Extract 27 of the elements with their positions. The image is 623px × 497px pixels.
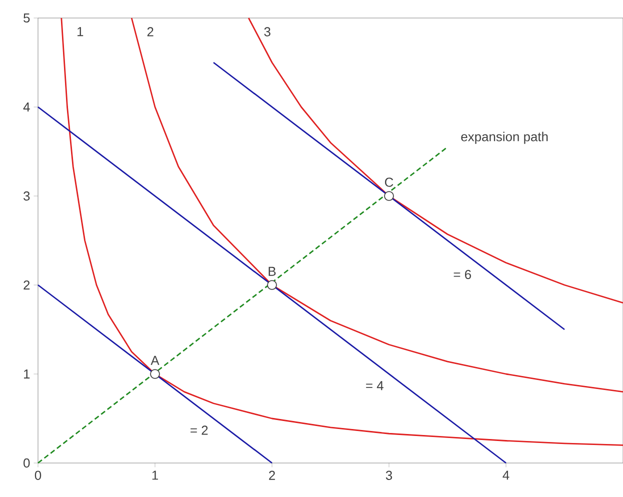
series-label: 1 bbox=[78, 27, 84, 36]
series-label: C bbox=[384, 178, 394, 187]
series-label: = 2 bbox=[190, 426, 208, 435]
y-tick-label: 0 bbox=[24, 458, 30, 468]
y-tick-label: 2 bbox=[24, 280, 30, 290]
series-label: 2 bbox=[147, 27, 154, 36]
x-tick-label: 3 bbox=[386, 470, 392, 480]
point bbox=[267, 280, 277, 290]
x-tick-label: 0 bbox=[34, 470, 42, 480]
x-tick-label: 4 bbox=[502, 470, 510, 480]
y-tick-label: 5 bbox=[24, 13, 30, 23]
series-label: A bbox=[150, 356, 160, 365]
series-label: B bbox=[268, 266, 276, 276]
y-tick-label: 4 bbox=[23, 102, 30, 112]
x-tick-label: 1 bbox=[152, 470, 158, 480]
y-tick-label: 3 bbox=[24, 191, 30, 201]
line-series bbox=[60, 17, 623, 446]
series-label: = 6 bbox=[454, 270, 471, 280]
line-series bbox=[248, 17, 623, 304]
y-tick-label: 1 bbox=[24, 370, 30, 378]
series-label: expansion path bbox=[461, 132, 548, 144]
series-label: 3 bbox=[264, 27, 270, 36]
point bbox=[150, 369, 160, 379]
point bbox=[384, 191, 394, 201]
x-tick-label: 2 bbox=[269, 470, 275, 480]
line-series bbox=[130, 17, 623, 392]
series-label: = 4 bbox=[366, 381, 384, 390]
